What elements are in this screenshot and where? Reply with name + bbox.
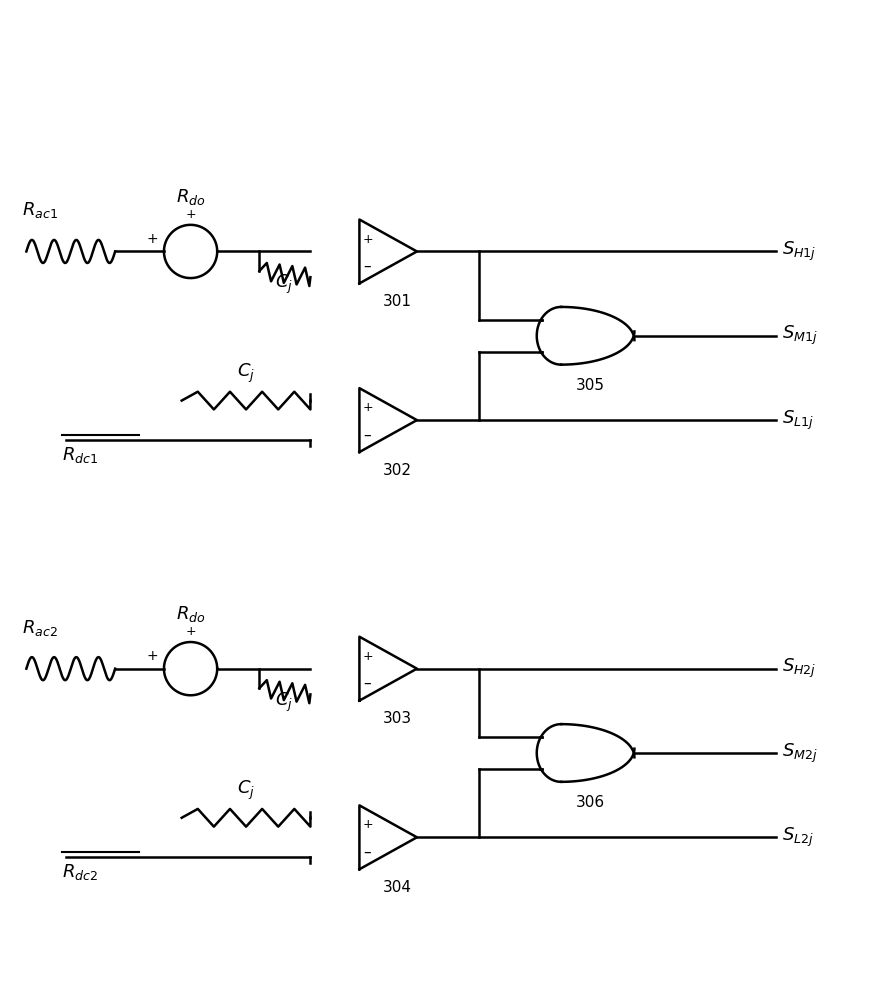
Text: –: – (363, 259, 371, 274)
Text: $R_{do}$: $R_{do}$ (176, 604, 205, 624)
Text: $C_{j}$: $C_{j}$ (275, 273, 293, 296)
Text: $S_{H2j}$: $S_{H2j}$ (782, 657, 816, 680)
Text: $S_{M2j}$: $S_{M2j}$ (782, 741, 817, 765)
Text: $R_{do}$: $R_{do}$ (176, 187, 205, 207)
Text: 304: 304 (383, 880, 411, 895)
Text: –: – (363, 676, 371, 691)
Text: $S_{L2j}$: $S_{L2j}$ (782, 826, 814, 849)
Text: +: + (147, 649, 159, 663)
Text: +: + (185, 625, 196, 638)
Text: $R_{dc2}$: $R_{dc2}$ (62, 862, 98, 882)
Text: +: + (363, 818, 374, 831)
Text: $S_{M1j}$: $S_{M1j}$ (782, 324, 817, 347)
Text: $C_{j}$: $C_{j}$ (275, 690, 293, 714)
Text: $R_{dc1}$: $R_{dc1}$ (62, 445, 99, 465)
Text: +: + (363, 233, 374, 246)
Text: +: + (147, 232, 159, 246)
Text: $R_{ac1}$: $R_{ac1}$ (22, 200, 58, 220)
Text: $S_{L1j}$: $S_{L1j}$ (782, 409, 814, 432)
Text: $R_{ac2}$: $R_{ac2}$ (22, 618, 58, 638)
Text: 306: 306 (575, 795, 605, 810)
Text: 302: 302 (383, 463, 411, 478)
Text: $S_{H1j}$: $S_{H1j}$ (782, 240, 816, 263)
Text: +: + (363, 401, 374, 414)
Text: $C_{j}$: $C_{j}$ (237, 779, 255, 802)
Text: +: + (363, 650, 374, 663)
Text: –: – (363, 428, 371, 443)
Text: 301: 301 (383, 294, 411, 309)
Text: +: + (185, 208, 196, 221)
Text: $C_{j}$: $C_{j}$ (237, 361, 255, 385)
Text: 305: 305 (575, 378, 605, 393)
Text: –: – (363, 845, 371, 860)
Text: 303: 303 (383, 711, 411, 726)
